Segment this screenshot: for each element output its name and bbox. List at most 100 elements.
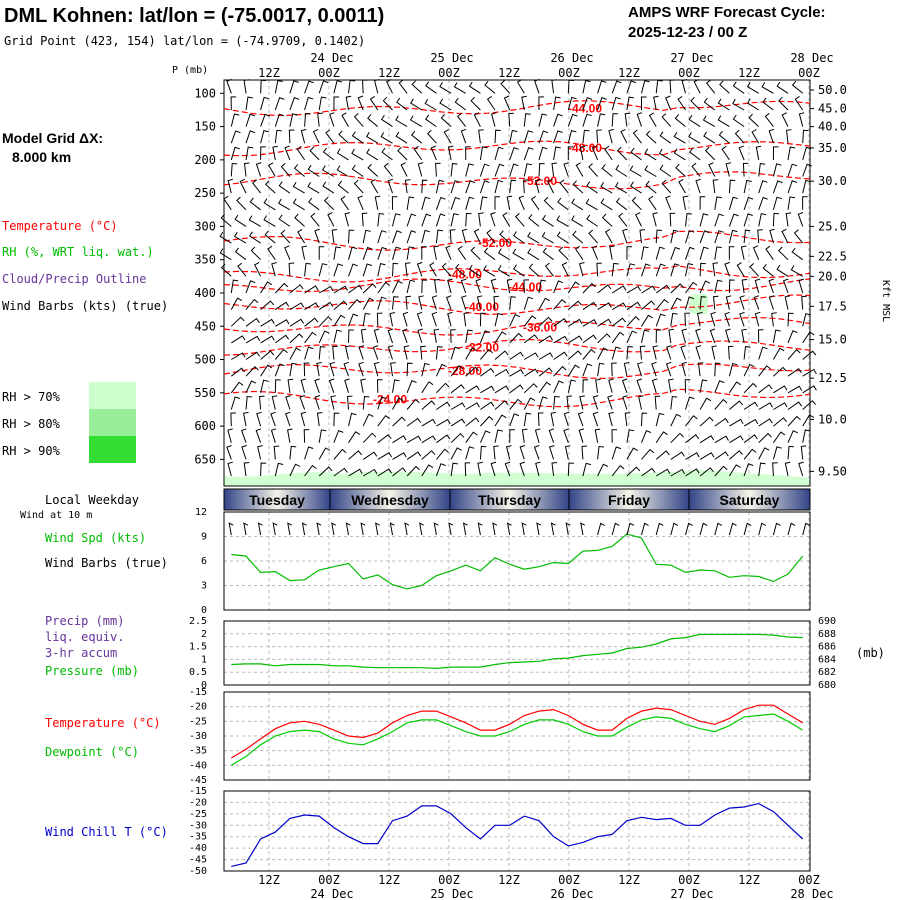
pressure-right-tick-label: 686 bbox=[818, 642, 836, 653]
local-weekday-label: Local Weekday bbox=[45, 493, 139, 507]
wind-barb bbox=[583, 114, 592, 126]
wind-barb bbox=[627, 81, 636, 93]
surface-wind-barb bbox=[376, 523, 380, 535]
wind-barb bbox=[729, 180, 735, 193]
surface-wind-barb bbox=[656, 523, 663, 535]
kft-axis-title: Kft MSL bbox=[880, 280, 891, 322]
wind-barb bbox=[558, 198, 568, 210]
wind-barb bbox=[718, 99, 729, 110]
wind-barb bbox=[288, 379, 293, 393]
wind-speed-tick-label: 0 bbox=[201, 605, 207, 616]
wind-barb bbox=[231, 317, 244, 326]
wind-barb bbox=[392, 197, 397, 210]
wind-barb bbox=[349, 247, 357, 260]
wind-barb bbox=[627, 264, 635, 277]
wind-barb bbox=[371, 179, 378, 193]
wind-barb bbox=[455, 83, 466, 94]
wind-barb bbox=[431, 146, 436, 160]
wind-barb bbox=[398, 147, 407, 160]
wind-barb bbox=[290, 98, 299, 110]
wind-barb bbox=[305, 447, 314, 459]
wind-barb bbox=[375, 196, 380, 210]
wind-barb bbox=[305, 318, 318, 326]
wind-barb bbox=[605, 146, 612, 160]
wind-barb bbox=[455, 98, 465, 110]
wind-barb bbox=[495, 430, 503, 443]
wind-barb bbox=[769, 129, 774, 143]
wind-barb bbox=[451, 448, 462, 460]
bottom-hour-label: 12Z bbox=[618, 873, 640, 887]
wind-barb bbox=[671, 414, 681, 426]
wind-barb bbox=[777, 265, 788, 276]
wind-barb bbox=[426, 82, 437, 94]
wind-barb bbox=[587, 215, 598, 227]
wind-barb bbox=[290, 446, 296, 459]
wind-barb bbox=[576, 246, 583, 260]
wind-barb bbox=[554, 300, 566, 310]
wind-barb bbox=[418, 329, 423, 343]
pressure-tick-label: 150 bbox=[194, 120, 216, 134]
pressure-tick-label: 250 bbox=[194, 186, 216, 200]
wind-barb bbox=[666, 96, 671, 110]
wind-barb bbox=[612, 347, 621, 359]
wind-barb bbox=[773, 367, 786, 376]
wind-barb bbox=[404, 346, 409, 360]
wind-barb bbox=[554, 281, 563, 293]
wind-barb bbox=[784, 279, 789, 293]
wind-barb bbox=[396, 116, 407, 127]
wind-barb bbox=[656, 330, 661, 343]
wind-barb bbox=[744, 420, 758, 427]
wind-barb bbox=[612, 114, 618, 127]
wind-barb bbox=[539, 114, 547, 127]
top-hour-label: 00Z bbox=[558, 66, 580, 80]
wind-barb bbox=[535, 79, 540, 93]
temp-contour-label: -36.00 bbox=[523, 321, 557, 335]
wind-barb bbox=[250, 198, 260, 210]
wind-barb bbox=[286, 412, 291, 426]
kft-tick-label: 50.0 bbox=[818, 83, 847, 97]
wind-barb bbox=[301, 129, 306, 143]
wind-barb bbox=[246, 300, 258, 310]
wind-barb bbox=[279, 182, 290, 194]
wind-barb bbox=[302, 246, 307, 260]
wind-barb bbox=[788, 431, 798, 443]
surface-wind-barb bbox=[715, 523, 722, 535]
wind-barb bbox=[436, 198, 445, 210]
wind-barb bbox=[733, 82, 744, 94]
pressure-tick-label: 550 bbox=[194, 386, 216, 400]
wind-barb bbox=[346, 346, 351, 360]
wind-barb bbox=[554, 381, 564, 393]
wind-barb bbox=[495, 386, 509, 393]
wind-barb bbox=[666, 196, 671, 210]
wind-barb bbox=[773, 403, 787, 410]
wind-barb bbox=[319, 448, 330, 459]
rh70-swatch bbox=[89, 382, 136, 409]
model-grid-value: 8.000 km bbox=[12, 149, 71, 165]
top-hour-label: 00Z bbox=[438, 66, 460, 80]
wind-barb bbox=[642, 264, 651, 276]
wind-barb bbox=[231, 164, 237, 177]
wind-barb bbox=[480, 369, 494, 377]
wind-barb bbox=[432, 312, 437, 326]
wind-barb bbox=[285, 146, 290, 160]
wind-barb bbox=[639, 396, 644, 410]
wind-barb bbox=[305, 81, 314, 93]
wind-barb bbox=[759, 181, 768, 193]
wind-barb bbox=[464, 313, 469, 327]
wind-barb bbox=[779, 247, 788, 260]
wind-barb bbox=[609, 412, 614, 426]
wind-barb bbox=[261, 463, 267, 476]
wind-barb bbox=[802, 296, 807, 309]
wind-barb bbox=[634, 130, 642, 143]
wind-barb bbox=[345, 379, 350, 393]
wind-barb bbox=[461, 129, 466, 143]
day-label: Wednesday bbox=[351, 492, 429, 508]
wind-barb bbox=[510, 414, 519, 426]
wind-barb bbox=[642, 413, 648, 426]
wind-barb bbox=[715, 452, 729, 459]
wind-barb bbox=[275, 98, 284, 110]
wind-barb bbox=[319, 347, 325, 360]
wind-barb bbox=[743, 163, 748, 176]
kft-tick-label: 25.0 bbox=[818, 219, 847, 233]
wind-barb bbox=[554, 97, 561, 110]
